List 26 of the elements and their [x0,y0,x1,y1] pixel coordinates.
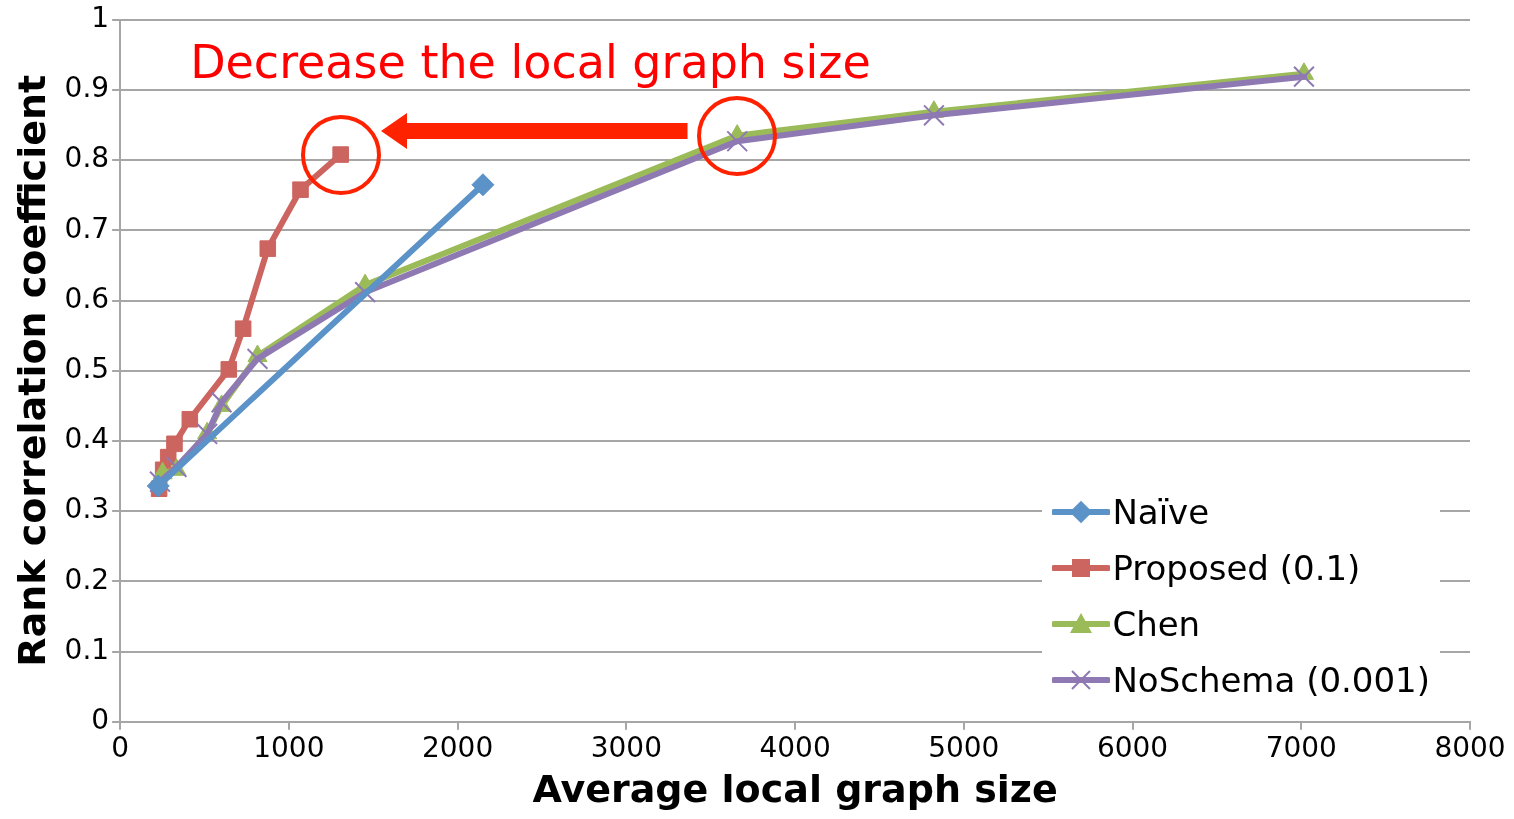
legend-label: Proposed (0.1) [1112,547,1361,588]
annotation: Decrease the local graph size [190,34,871,89]
y-tick-label: 0.9 [64,71,110,105]
y-tick-label: 0.7 [64,211,110,245]
y-tick-label: 0.2 [64,562,110,596]
y-tick-label: 0.3 [64,492,110,526]
y-tick-label: 0.5 [64,352,110,386]
x-tick-label: 4000 [759,730,831,764]
x-axis-title: Average local graph size [532,767,1058,812]
x-tick-label: 1000 [253,730,325,764]
y-tick-label: 0.8 [64,141,110,175]
x-tick-label: 8000 [1434,730,1506,764]
legend-label: Naïve [1112,491,1210,532]
x-tick-label: 5000 [928,730,1000,764]
y-tick-label: 0.4 [64,422,110,456]
legend-label: Chen [1112,603,1201,644]
x-tick-label: 2000 [421,730,494,764]
y-axis-title: Rank correlation coefficient [9,74,54,667]
y-tick-label: 0 [91,703,110,737]
legend-label: NoSchema (0.001) [1112,659,1430,700]
x-tick-label: 7000 [1265,730,1337,764]
x-tick-label: 3000 [590,730,662,764]
x-tick-label: 6000 [1096,730,1169,764]
y-tick-label: 0.1 [64,632,110,666]
y-tick-label: 1 [91,1,110,35]
y-tick-label: 0.6 [64,281,110,315]
